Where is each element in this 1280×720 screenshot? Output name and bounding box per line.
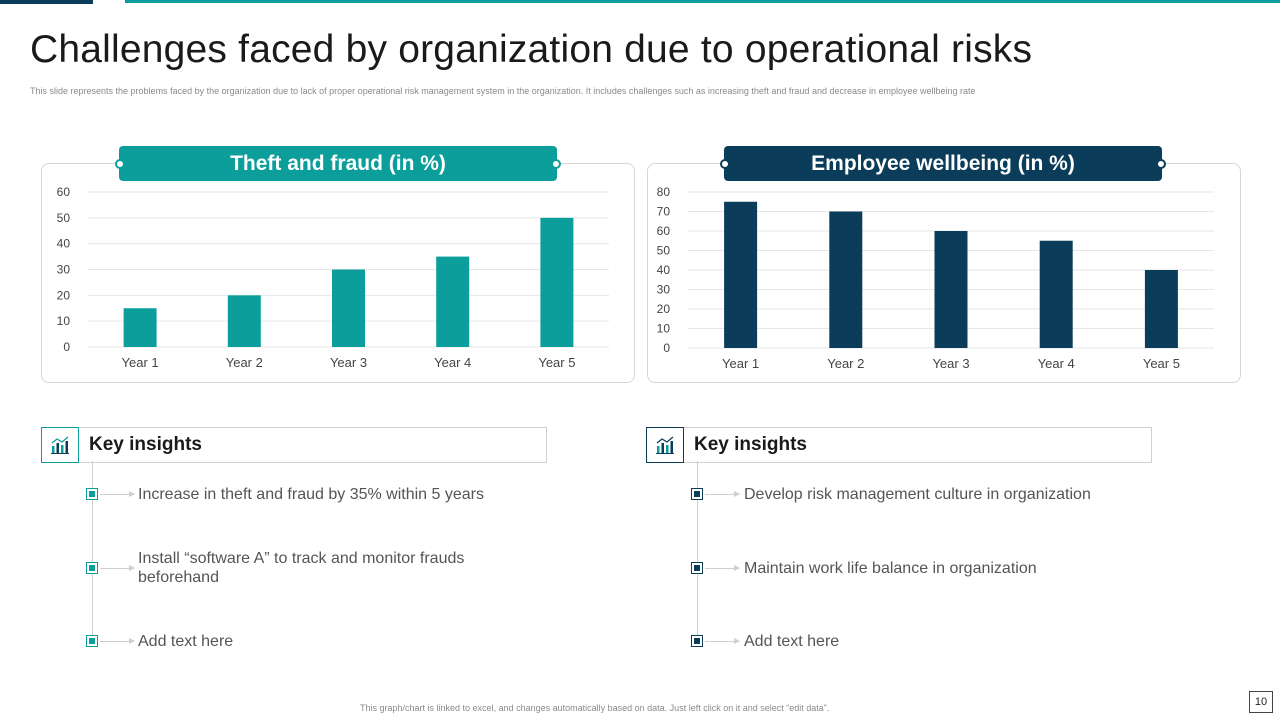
key-insights-right-title: Key insights xyxy=(694,434,807,455)
bullet-marker xyxy=(86,635,98,647)
left-insight-3: Add text here xyxy=(138,633,234,650)
arrow-connector xyxy=(100,638,135,644)
key-insights-right-header: Key insights xyxy=(646,427,1152,463)
y-tick-label: 0 xyxy=(63,340,70,354)
top-accent-bar-left xyxy=(0,0,93,4)
y-tick-label: 0 xyxy=(663,341,670,355)
x-tick-label: Year 1 xyxy=(122,355,159,370)
bar-year-5 xyxy=(1144,270,1178,348)
bar-year-3 xyxy=(332,269,365,347)
y-tick-label: 10 xyxy=(657,322,671,336)
slide-subtitle: This slide represents the problems faced… xyxy=(30,86,976,96)
y-tick-label: 40 xyxy=(657,263,671,277)
theft-fraud-chart-title: Theft and fraud (in %) xyxy=(230,151,446,175)
employee-wellbeing-chart-title-banner: Employee wellbeing (in %) xyxy=(720,146,1166,181)
bullet-marker xyxy=(86,562,98,574)
banner-dot-right xyxy=(1156,159,1166,169)
key-insights-left-title: Key insights xyxy=(89,434,202,455)
x-tick-label: Year 5 xyxy=(1143,356,1180,371)
y-tick-label: 20 xyxy=(657,302,671,316)
theft-fraud-chart[interactable]: 0 10 20 30 40 50 60 Year 1 Year 2 Year 3 Year 4 Yea… xyxy=(41,163,635,383)
bullet-marker xyxy=(691,562,703,574)
bullet-marker-fill xyxy=(89,491,95,497)
x-tick-label: Year 4 xyxy=(434,355,471,370)
banner-dot-left xyxy=(115,159,125,169)
employee-wellbeing-chart-title: Employee wellbeing (in %) xyxy=(811,151,1075,175)
right-insight-3: Add text here xyxy=(744,633,840,650)
page-number: 10 xyxy=(1249,691,1273,713)
bar-year-2 xyxy=(829,211,863,348)
bar-year-5 xyxy=(540,217,574,347)
bullet-marker xyxy=(691,635,703,647)
chart-icon xyxy=(646,427,684,463)
theft-fraud-chart-title-banner: Theft and fraud (in %) xyxy=(115,146,561,181)
x-tick-label: Year 2 xyxy=(827,356,864,371)
bullet-marker-fill xyxy=(694,638,700,644)
arrow-connector xyxy=(705,565,740,571)
y-tick-label: 60 xyxy=(657,224,671,238)
arrow-connector xyxy=(705,638,740,644)
right-insight-1: Develop risk management culture in organ… xyxy=(744,486,1091,503)
x-tick-label: Year 5 xyxy=(538,355,575,370)
left-insight-2: Install “software A” to track and monito… xyxy=(138,550,465,586)
arrow-connector xyxy=(705,491,740,497)
x-tick-label: Year 4 xyxy=(1038,356,1075,371)
theft-fraud-chart-svg: 0 10 20 30 40 50 60 Year 1 Year 2 Year 3 Year 4 Yea… xyxy=(57,185,609,370)
y-tick-label: 80 xyxy=(657,185,671,199)
y-tick-label: 20 xyxy=(57,288,71,302)
y-tick-label: 30 xyxy=(57,263,71,277)
x-tick-label: Year 2 xyxy=(226,355,263,370)
bar-year-1 xyxy=(123,308,157,347)
arrow-connector xyxy=(100,491,135,497)
y-tick-label: 10 xyxy=(57,314,71,328)
chart-icon xyxy=(41,427,79,463)
banner-dot-left xyxy=(720,159,730,169)
page-title: Challenges faced by organization due to … xyxy=(30,28,1033,71)
bar-year-3 xyxy=(934,231,968,348)
top-accent-bar-right xyxy=(125,0,1280,3)
bullet-marker-fill xyxy=(89,565,95,571)
bar-year-1 xyxy=(724,201,758,348)
y-tick-label: 60 xyxy=(57,185,71,199)
bullet-marker xyxy=(691,488,703,500)
bar-year-2 xyxy=(227,295,261,347)
timeline-line-left xyxy=(92,461,93,646)
bullet-marker-fill xyxy=(89,638,95,644)
employee-wellbeing-chart[interactable]: 0 10 20 30 40 50 60 70 80 Year 1 Year 2 Year 3 Year … xyxy=(647,163,1241,383)
bullet-marker xyxy=(86,488,98,500)
x-tick-label: Year 3 xyxy=(330,355,367,370)
key-insights-left-header: Key insights xyxy=(41,427,547,463)
timeline-line-right xyxy=(697,461,698,646)
bar-year-4 xyxy=(436,256,470,347)
bar-year-4 xyxy=(1039,240,1073,348)
right-insight-2: Maintain work life balance in organizati… xyxy=(744,560,1037,577)
y-tick-label: 50 xyxy=(57,211,71,225)
bullet-marker-fill xyxy=(694,565,700,571)
y-tick-label: 30 xyxy=(657,283,671,297)
bullet-marker-fill xyxy=(694,491,700,497)
x-tick-label: Year 1 xyxy=(722,356,759,371)
left-insight-1: Increase in theft and fraud by 35% withi… xyxy=(138,486,484,503)
y-tick-label: 40 xyxy=(57,237,71,251)
y-tick-label: 70 xyxy=(657,205,671,219)
y-tick-label: 50 xyxy=(657,244,671,258)
x-tick-label: Year 3 xyxy=(932,356,969,371)
arrow-connector xyxy=(100,565,135,571)
employee-wellbeing-chart-svg: 0 10 20 30 40 50 60 70 80 Year 1 Year 2 Year 3 Year … xyxy=(657,185,1214,371)
footer-note: This graph/chart is linked to excel, and… xyxy=(360,703,830,713)
banner-dot-right xyxy=(551,159,561,169)
